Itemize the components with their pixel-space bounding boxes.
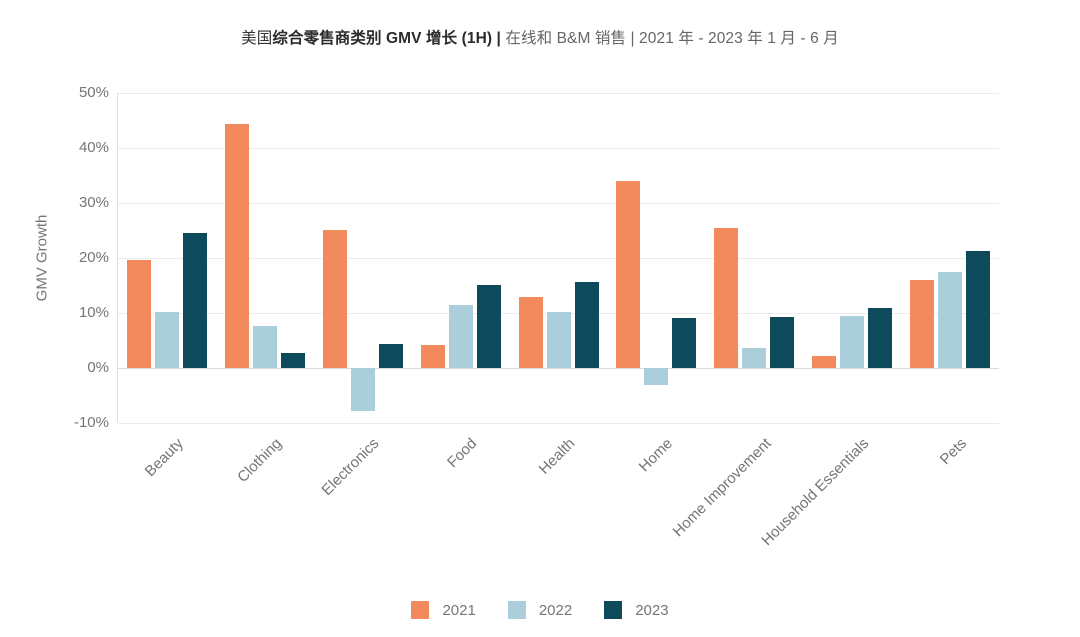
bar-2022-clothing[interactable] <box>252 325 277 368</box>
x-category-label: Home <box>636 435 677 476</box>
bar-2021-home[interactable] <box>616 181 641 368</box>
bar-2023-health[interactable] <box>574 281 599 368</box>
bar-2021-food[interactable] <box>420 345 445 368</box>
y-tick-label: 30% <box>78 194 109 211</box>
y-tick-label: 20% <box>78 249 109 266</box>
bar-2021-pets[interactable] <box>910 280 935 368</box>
legend-swatch-2021 <box>411 601 430 619</box>
legend-label-2022: 2022 <box>538 601 573 619</box>
legend-label-2023: 2023 <box>635 601 669 619</box>
bar-2021-electronics[interactable] <box>322 229 347 368</box>
chart-title-emphasis: 综合零售商类别 GMV 增长 (1H) | <box>272 30 506 47</box>
bar-2022-food[interactable] <box>448 304 473 368</box>
bar-2022-home-improvement[interactable] <box>742 347 767 368</box>
chart-title: 美国综合零售商类别 GMV 增长 (1H) | 在线和 B&M 销售 | 202… <box>0 26 1080 48</box>
bar-2022-home[interactable] <box>644 368 669 386</box>
y-tick-label: -10% <box>73 414 109 431</box>
bar-2023-pets[interactable] <box>966 250 991 368</box>
gridline <box>118 93 999 94</box>
legend: 2021 2022 2023 <box>0 601 1080 619</box>
x-category-label: Electronics <box>318 435 383 499</box>
legend-swatch-2023 <box>604 601 623 619</box>
bar-2022-health[interactable] <box>546 312 571 368</box>
legend-swatch-2022 <box>507 601 526 619</box>
bar-2023-food[interactable] <box>476 284 501 368</box>
bar-2022-beauty[interactable] <box>154 311 179 368</box>
legend-item-2023[interactable]: 2023 <box>604 601 669 619</box>
legend-item-2022[interactable]: 2022 <box>507 601 573 619</box>
bar-2021-beauty[interactable] <box>126 260 151 368</box>
y-tick-label: 50% <box>78 84 109 101</box>
x-category-label: Household Essentials <box>758 435 873 550</box>
bar-2021-household-essentials[interactable] <box>812 355 837 368</box>
y-tick-label: 40% <box>78 139 109 156</box>
x-category-label: Home Improvement <box>669 435 775 541</box>
bar-2023-electronics[interactable] <box>378 343 403 368</box>
bar-2023-clothing[interactable] <box>280 353 305 368</box>
bar-2022-pets[interactable] <box>938 272 963 368</box>
bar-2022-electronics[interactable] <box>350 368 375 412</box>
y-axis-title: GMV Growth <box>33 214 51 302</box>
bar-2021-home-improvement[interactable] <box>714 227 739 368</box>
y-tick-label: 10% <box>78 304 109 321</box>
bar-2022-household-essentials[interactable] <box>840 315 865 368</box>
x-category-label: Pets <box>936 435 971 469</box>
plot-area: 50% 40% 30% 20% 10% 0% -10% Beauty Clothing Elect… <box>74 84 999 549</box>
x-category-label: Health <box>535 435 579 478</box>
bar-2021-clothing[interactable] <box>224 123 249 368</box>
x-category-label: Beauty <box>141 435 187 481</box>
bar-2023-household-essentials[interactable] <box>868 307 893 368</box>
chart-title-prefix: 美国 <box>241 30 273 47</box>
x-category-label: Food <box>444 435 481 472</box>
y-tick-label: 0% <box>87 359 109 376</box>
gridline <box>118 148 999 149</box>
gridline <box>118 258 999 259</box>
bar-2023-beauty[interactable] <box>182 233 207 368</box>
gridline <box>118 203 999 204</box>
legend-label-2021: 2021 <box>442 601 476 619</box>
bar-2023-home[interactable] <box>672 317 697 368</box>
bar-2023-home-improvement[interactable] <box>770 316 795 368</box>
chart-title-subtitle: 在线和 B&M 销售 | 2021 年 - 2023 年 1 月 - 6 月 <box>505 30 839 47</box>
x-category-label: Clothing <box>233 435 285 486</box>
zero-gridline <box>118 368 999 369</box>
legend-item-2021[interactable]: 2021 <box>411 601 476 619</box>
gridline <box>118 423 999 424</box>
bar-2021-health[interactable] <box>518 297 543 368</box>
